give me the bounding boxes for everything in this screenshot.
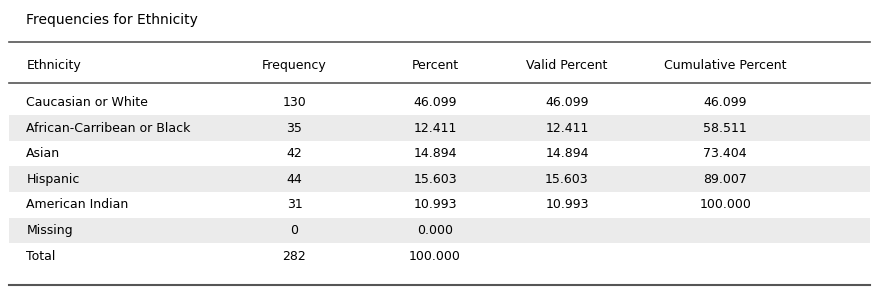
Text: 58.511: 58.511 <box>702 122 746 134</box>
Text: Percent: Percent <box>411 59 458 72</box>
Text: 130: 130 <box>282 96 306 109</box>
Text: 46.099: 46.099 <box>544 96 588 109</box>
Text: 14.894: 14.894 <box>413 147 457 160</box>
Text: Frequency: Frequency <box>262 59 327 72</box>
Text: Missing: Missing <box>26 224 73 237</box>
Text: Total: Total <box>26 250 55 262</box>
Text: 15.603: 15.603 <box>413 173 457 186</box>
Text: Caucasian or White: Caucasian or White <box>26 96 148 109</box>
Text: 46.099: 46.099 <box>702 96 746 109</box>
Text: 12.411: 12.411 <box>544 122 588 134</box>
Text: Cumulative Percent: Cumulative Percent <box>663 59 786 72</box>
FancyBboxPatch shape <box>9 115 869 141</box>
Text: Ethnicity: Ethnicity <box>26 59 81 72</box>
Text: Valid Percent: Valid Percent <box>526 59 607 72</box>
Text: 89.007: 89.007 <box>702 173 746 186</box>
Text: African-Carribean or Black: African-Carribean or Black <box>26 122 191 134</box>
Text: 31: 31 <box>286 198 302 211</box>
Text: 46.099: 46.099 <box>413 96 457 109</box>
Text: 42: 42 <box>286 147 302 160</box>
FancyBboxPatch shape <box>9 218 869 243</box>
Text: 0.000: 0.000 <box>417 224 452 237</box>
Text: American Indian: American Indian <box>26 198 128 211</box>
Text: 10.993: 10.993 <box>413 198 457 211</box>
FancyBboxPatch shape <box>9 166 869 192</box>
Text: 100.000: 100.000 <box>408 250 461 262</box>
Text: 35: 35 <box>286 122 302 134</box>
Text: 282: 282 <box>282 250 306 262</box>
Text: 0: 0 <box>290 224 299 237</box>
Text: 100.000: 100.000 <box>698 198 751 211</box>
Text: Hispanic: Hispanic <box>26 173 80 186</box>
Text: 73.404: 73.404 <box>702 147 746 160</box>
Text: 10.993: 10.993 <box>544 198 588 211</box>
Text: 12.411: 12.411 <box>413 122 457 134</box>
Text: Frequencies for Ethnicity: Frequencies for Ethnicity <box>26 13 198 27</box>
Text: Asian: Asian <box>26 147 61 160</box>
Text: 14.894: 14.894 <box>544 147 588 160</box>
Text: 44: 44 <box>286 173 302 186</box>
Text: 15.603: 15.603 <box>544 173 588 186</box>
